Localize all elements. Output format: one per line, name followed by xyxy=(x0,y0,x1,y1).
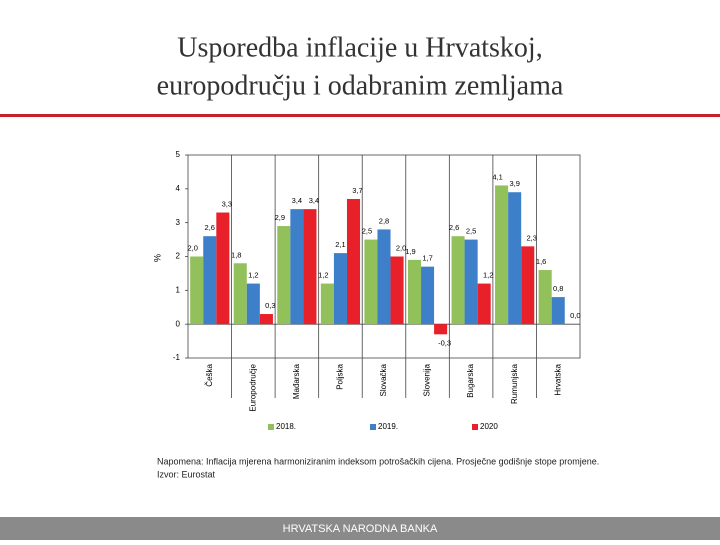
bar xyxy=(216,212,230,325)
title-line: Usporedba inflacije u Hrvatskoj, xyxy=(177,32,542,63)
bar xyxy=(407,259,422,325)
value-label: 1,7 xyxy=(422,254,432,263)
y-tick-label: -1 xyxy=(173,353,181,362)
value-label: 3,4 xyxy=(309,196,319,205)
bar xyxy=(421,266,435,325)
value-label: 1,9 xyxy=(405,247,415,256)
value-label: 1,6 xyxy=(536,257,546,266)
value-label: 0,8 xyxy=(553,284,563,293)
y-tick-label: 5 xyxy=(176,150,181,159)
x-tick-label: Slovenija xyxy=(423,363,432,396)
footer: HRVATSKA NARODNA BANKA xyxy=(283,523,438,535)
x-tick-label: Europodručje xyxy=(248,363,257,411)
legend-label: 2018. xyxy=(276,422,296,431)
y-tick-label: 0 xyxy=(176,319,181,328)
legend-swatch xyxy=(370,424,376,430)
x-tick-label: Hrvatska xyxy=(553,363,562,395)
footer-bar xyxy=(0,517,720,540)
bar xyxy=(233,263,247,325)
bar xyxy=(390,256,404,325)
value-label: 0,0 xyxy=(570,311,580,320)
bar xyxy=(277,226,291,325)
bar xyxy=(377,229,391,325)
value-label: 2,5 xyxy=(362,227,372,236)
bar xyxy=(203,236,217,325)
source: Izvor: Eurostat xyxy=(157,469,216,479)
value-label: 2,3 xyxy=(527,233,537,242)
value-label: 3,4 xyxy=(292,196,302,205)
legend-swatch xyxy=(268,424,274,430)
value-label: 2,6 xyxy=(205,223,215,232)
value-label: 3,3 xyxy=(222,200,232,209)
bar xyxy=(320,283,334,325)
bar xyxy=(303,209,317,325)
bar xyxy=(521,246,535,325)
bar xyxy=(333,253,347,325)
value-label: 2,5 xyxy=(466,227,476,236)
value-label: 2,1 xyxy=(335,240,345,249)
value-label: -0,3 xyxy=(438,338,451,347)
bar xyxy=(495,185,509,325)
value-label: 1,8 xyxy=(231,250,241,259)
bar xyxy=(346,198,361,325)
value-label: 4,1 xyxy=(492,172,502,181)
x-tick-label: Slovačka xyxy=(379,363,388,396)
bar xyxy=(364,239,378,325)
note: Napomena: Inflacija mjerena harmoniziran… xyxy=(157,456,599,466)
x-tick-label: Rumunjska xyxy=(510,363,519,404)
x-tick-label: Poljska xyxy=(336,363,345,389)
x-tick-label: Mađarska xyxy=(292,363,301,399)
value-label: 2,0 xyxy=(187,243,197,252)
title-line: europodručju i odabranim zemljama xyxy=(157,70,564,101)
legend-swatch xyxy=(472,424,478,430)
legend-label: 2020 xyxy=(480,422,498,431)
x-tick-label: Bugarska xyxy=(466,363,475,397)
title-rule xyxy=(0,114,720,117)
value-label: 2,8 xyxy=(379,216,389,225)
value-label: 1,2 xyxy=(318,271,328,280)
bar xyxy=(259,314,273,325)
value-label: 2,6 xyxy=(449,223,459,232)
bar xyxy=(538,270,552,325)
bar xyxy=(190,256,204,325)
bar xyxy=(508,192,522,325)
value-label: 3,7 xyxy=(352,186,362,195)
value-label: 0,3 xyxy=(265,301,275,310)
bar xyxy=(551,297,565,325)
x-tick-label: Češka xyxy=(205,363,214,386)
bar xyxy=(464,239,478,325)
bar xyxy=(477,283,491,325)
y-tick-label: 3 xyxy=(176,218,181,227)
value-label: 2,0 xyxy=(396,243,406,252)
value-label: 1,2 xyxy=(483,271,493,280)
y-tick-label: 2 xyxy=(176,252,181,261)
y-tick-label: 4 xyxy=(176,184,181,193)
value-label: 2,9 xyxy=(275,213,285,222)
value-label: 3,9 xyxy=(509,179,519,188)
bar xyxy=(246,283,260,325)
value-label: 1,2 xyxy=(248,271,258,280)
y-tick-label: 1 xyxy=(176,285,181,294)
bar xyxy=(434,324,448,335)
y-axis-label: % xyxy=(152,254,162,262)
bar xyxy=(451,236,465,325)
bar xyxy=(290,209,304,325)
legend-label: 2019. xyxy=(378,422,398,431)
